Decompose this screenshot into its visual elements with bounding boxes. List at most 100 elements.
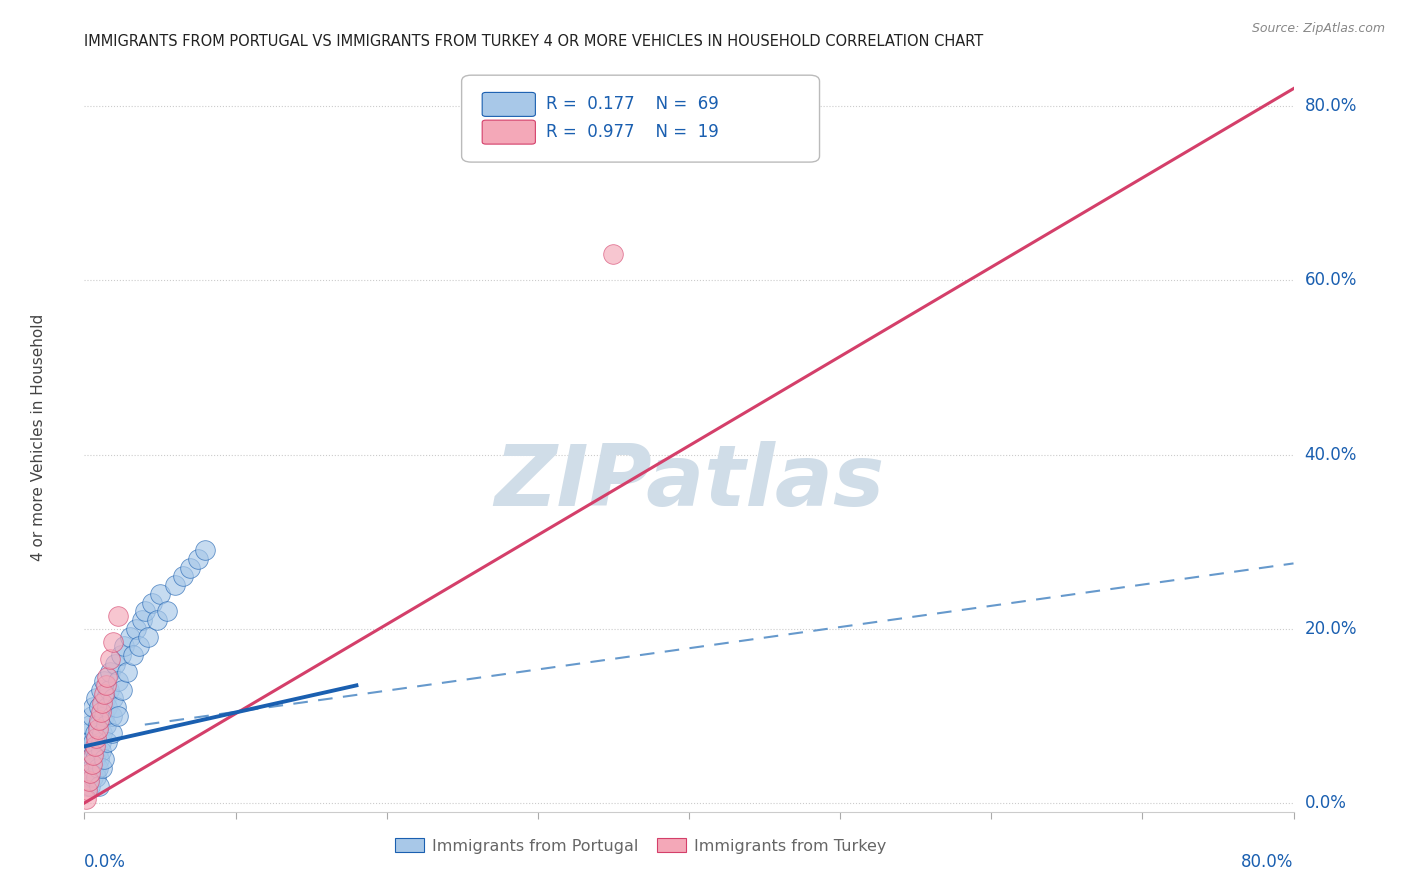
Point [156, 604, 179, 618]
Point [80, 752, 103, 766]
Point [118, 631, 141, 645]
Point [86, 691, 108, 706]
Point [82, 770, 104, 784]
Legend: Immigrants from Portugal, Immigrants from Turkey: Immigrants from Portugal, Immigrants fro… [388, 831, 893, 860]
Point [107, 673, 129, 688]
Point [89, 779, 111, 793]
Point [80, 709, 103, 723]
Point [165, 578, 187, 592]
Point [134, 604, 156, 618]
Point [86, 770, 108, 784]
Point [94, 717, 117, 731]
Text: 40.0%: 40.0% [1305, 445, 1357, 464]
Point [93, 709, 115, 723]
Point [84, 739, 107, 754]
Point [104, 657, 127, 671]
Point [100, 726, 122, 740]
Point [98, 652, 121, 666]
Point [194, 543, 217, 558]
Point [77, 770, 100, 784]
Point [93, 673, 115, 688]
Point [96, 670, 118, 684]
Point [146, 613, 169, 627]
FancyBboxPatch shape [461, 75, 820, 162]
Text: 80.0%: 80.0% [1305, 97, 1357, 115]
Point [98, 665, 121, 680]
Text: IMMIGRANTS FROM PORTUGAL VS IMMIGRANTS FROM TURKEY 4 OR MORE VEHICLES IN HOUSEHO: IMMIGRANTS FROM PORTUGAL VS IMMIGRANTS F… [84, 34, 984, 49]
Text: 20.0%: 20.0% [1305, 620, 1357, 638]
Point [94, 691, 117, 706]
Point [96, 700, 118, 714]
Point [172, 569, 194, 583]
Text: R =  0.177    N =  69: R = 0.177 N = 69 [547, 95, 718, 113]
Text: 0.0%: 0.0% [1305, 794, 1347, 812]
Point [89, 752, 111, 766]
FancyBboxPatch shape [482, 120, 536, 145]
Point [79, 765, 101, 780]
Point [91, 761, 114, 775]
Point [91, 726, 114, 740]
Point [87, 717, 110, 731]
Point [94, 678, 117, 692]
Point [84, 726, 107, 740]
Point [87, 744, 110, 758]
Point [79, 770, 101, 784]
Point [79, 717, 101, 731]
Point [89, 713, 111, 727]
Point [90, 682, 112, 697]
Point [82, 748, 104, 763]
Point [75, 761, 97, 775]
Point [121, 648, 143, 662]
Point [76, 783, 98, 797]
Point [136, 631, 159, 645]
Text: Source: ZipAtlas.com: Source: ZipAtlas.com [1251, 22, 1385, 36]
Point [76, 744, 98, 758]
Point [179, 561, 201, 575]
Point [76, 726, 98, 740]
Point [110, 648, 132, 662]
Point [93, 752, 115, 766]
Point [91, 696, 114, 710]
Point [77, 752, 100, 766]
Point [84, 744, 107, 758]
Point [141, 596, 163, 610]
Point [82, 700, 104, 714]
Point [115, 665, 138, 680]
Point [93, 687, 115, 701]
Point [111, 682, 134, 697]
Text: 60.0%: 60.0% [1305, 271, 1357, 289]
Point [112, 639, 135, 653]
Point [77, 774, 100, 789]
Point [86, 731, 108, 745]
Point [149, 587, 172, 601]
Point [101, 635, 124, 649]
Point [90, 735, 112, 749]
Point [100, 709, 122, 723]
Point [80, 756, 103, 771]
Point [87, 761, 110, 775]
Point [87, 722, 110, 736]
Point [86, 761, 108, 775]
Point [105, 700, 128, 714]
Point [131, 613, 153, 627]
Text: 4 or more Vehicles in Household: 4 or more Vehicles in Household [31, 313, 46, 561]
Point [75, 791, 97, 805]
FancyBboxPatch shape [482, 93, 536, 116]
Point [89, 700, 111, 714]
Point [79, 779, 101, 793]
Point [90, 705, 112, 719]
Point [96, 735, 118, 749]
Point [128, 639, 150, 653]
Point [76, 779, 98, 793]
Point [107, 608, 129, 623]
Text: ZIPatlas: ZIPatlas [494, 441, 884, 524]
Text: 80.0%: 80.0% [1241, 853, 1294, 871]
Point [82, 735, 104, 749]
Point [101, 691, 124, 706]
Text: 0.0%: 0.0% [84, 853, 127, 871]
Point [90, 744, 112, 758]
Point [125, 622, 148, 636]
Point [602, 247, 624, 261]
Point [77, 735, 100, 749]
Point [107, 709, 129, 723]
